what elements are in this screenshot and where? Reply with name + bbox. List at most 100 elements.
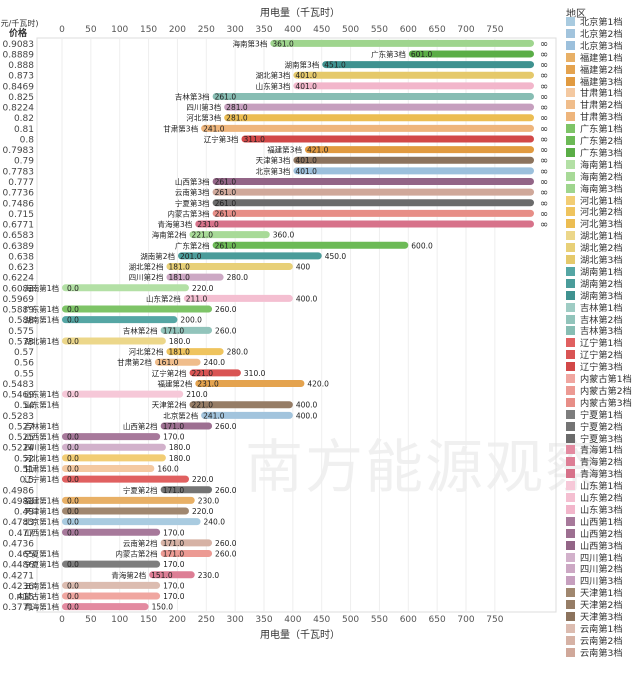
legend-item[interactable]: 四川第3档 xyxy=(566,576,623,587)
y-tick-label: 0.9083 xyxy=(3,40,35,50)
bar-series-label: 山西第1档 xyxy=(24,432,59,442)
bar-start-label: 261.0 xyxy=(215,199,237,208)
legend-item[interactable]: 海南第3档 xyxy=(566,183,623,195)
bar-end-label: 400.0 xyxy=(296,401,318,410)
legend-swatch xyxy=(566,469,575,479)
legend-item[interactable]: 吉林第2档 xyxy=(566,314,623,326)
legend-item[interactable]: 云南第3档 xyxy=(566,647,623,659)
legend-item[interactable]: 青海第1档 xyxy=(566,445,623,456)
infinity-label: ∞ xyxy=(540,103,548,114)
bar xyxy=(62,475,189,483)
legend-item[interactable]: 天津第3档 xyxy=(566,612,623,623)
bar-end-label: 230.0 xyxy=(198,496,220,505)
bar-end-label: 280.0 xyxy=(227,273,249,282)
legend-item[interactable]: 山西第1档 xyxy=(566,516,623,528)
legend-item[interactable]: 海南第1档 xyxy=(566,159,623,171)
legend-item[interactable]: 广东第3档 xyxy=(566,147,623,159)
legend-item[interactable]: 海南第2档 xyxy=(566,171,623,183)
bar-series-label: 宁夏第1档 xyxy=(24,559,59,569)
legend-item[interactable]: 辽宁第1档 xyxy=(566,338,623,349)
bar-series-label: 山西第2档 xyxy=(123,421,158,431)
legend-item[interactable]: 四川第1档 xyxy=(566,552,623,564)
legend-item[interactable]: 甘肃第3档 xyxy=(566,112,623,123)
legend-label: 湖南第1档 xyxy=(580,266,623,278)
legend-item[interactable]: 河北第3档 xyxy=(566,219,623,230)
legend-item[interactable]: 甘肃第2档 xyxy=(566,100,623,111)
legend-swatch xyxy=(566,588,575,598)
bar-end-label: 170.0 xyxy=(163,433,185,442)
plot-area xyxy=(36,37,557,613)
bar-series-label: 河北第3档 xyxy=(186,113,221,123)
legend-item[interactable]: 湖北第1档 xyxy=(566,231,623,242)
legend-item[interactable]: 吉林第3档 xyxy=(566,326,623,337)
legend-item[interactable]: 湖南第1档 xyxy=(566,266,623,278)
legend-item[interactable]: 宁夏第2档 xyxy=(566,421,623,433)
legend-label: 北京第3档 xyxy=(580,40,623,52)
legend-item[interactable]: 湖南第3档 xyxy=(566,290,623,302)
x-tick-label-bottom: 250 xyxy=(198,615,215,625)
legend-item[interactable]: 云南第1档 xyxy=(566,623,623,635)
legend-item[interactable]: 宁夏第1档 xyxy=(566,409,623,421)
legend-item[interactable]: 甘肃第1档 xyxy=(566,88,623,99)
legend-title: 地区 xyxy=(566,9,586,20)
legend-item[interactable]: 内蒙古第2档 xyxy=(566,385,632,397)
bar-start-label: 0.0 xyxy=(67,592,79,601)
legend-label: 四川第3档 xyxy=(580,576,623,588)
legend-item[interactable]: 辽宁第2档 xyxy=(566,350,623,361)
legend-item[interactable]: 河北第1档 xyxy=(566,195,623,207)
legend-item[interactable]: 广东第2档 xyxy=(566,136,623,147)
legend-item[interactable]: 天津第1档 xyxy=(566,588,623,599)
legend-item[interactable]: 云南第2档 xyxy=(566,635,623,647)
x-tick-label-top: 500 xyxy=(342,25,359,35)
legend-label: 青海第1档 xyxy=(580,445,623,457)
legend-item[interactable]: 湖南第2档 xyxy=(566,278,623,290)
legend-item[interactable]: 内蒙古第1档 xyxy=(566,374,632,385)
bar-end-label: 160.0 xyxy=(157,465,179,474)
y-tick-label: 0.56 xyxy=(14,359,34,369)
legend-item[interactable]: 四川第2档 xyxy=(566,564,623,575)
legend-swatch xyxy=(566,445,575,455)
legend-item[interactable]: 青海第2档 xyxy=(566,457,623,468)
legend-swatch xyxy=(566,195,575,205)
legend-item[interactable]: 山西第3档 xyxy=(566,540,623,552)
legend-item[interactable]: 内蒙古第3档 xyxy=(566,397,632,409)
legend-item[interactable]: 福建第1档 xyxy=(566,52,623,64)
bar xyxy=(160,422,213,430)
legend-item[interactable]: 山西第2档 xyxy=(566,528,623,540)
legend-label: 广东第2档 xyxy=(580,136,623,147)
legend-item[interactable]: 青海第3档 xyxy=(566,469,623,480)
y-tick-label: 0.51 xyxy=(14,465,34,475)
bar-start-label: 0.0 xyxy=(67,507,79,516)
bar-end-label: 450.0 xyxy=(325,252,347,261)
legend-item[interactable]: 宁夏第3档 xyxy=(566,433,623,445)
legend-item[interactable]: 湖北第2档 xyxy=(566,243,623,254)
infinity-label: ∞ xyxy=(540,166,548,177)
legend-item[interactable]: 吉林第1档 xyxy=(566,302,623,314)
y-tick-label: 0.715 xyxy=(8,210,34,220)
y-tick-label: 0.52 xyxy=(14,454,34,464)
legend-item[interactable]: 河北第2档 xyxy=(566,207,623,218)
legend-item[interactable]: 福建第3档 xyxy=(566,76,623,88)
legend-item[interactable]: 湖北第3档 xyxy=(566,255,623,266)
y-tick-label: 0.4983 xyxy=(3,497,35,507)
legend-item[interactable]: 山东第1档 xyxy=(566,481,623,492)
bar-series-label: 甘肃第1档 xyxy=(24,464,59,474)
bar xyxy=(212,209,535,217)
legend-item[interactable]: 福建第2档 xyxy=(566,64,623,76)
chart: 0050501001001501502002002502503003003503… xyxy=(0,6,557,641)
legend-item[interactable]: 山东第3档 xyxy=(566,504,623,516)
legend-item[interactable]: 北京第3档 xyxy=(566,40,623,52)
legend-label: 山西第2档 xyxy=(580,528,623,540)
legend-item[interactable]: 北京第1档 xyxy=(566,17,623,28)
legend-label: 山西第1档 xyxy=(580,516,623,528)
x-tick-label-top: 250 xyxy=(198,25,215,35)
legend-item[interactable]: 辽宁第3档 xyxy=(566,362,623,373)
legend-swatch xyxy=(566,433,575,443)
bar-start-label: 0.0 xyxy=(67,433,79,442)
y-tick-label: 0.4271 xyxy=(3,571,35,581)
legend-item[interactable]: 山东第2档 xyxy=(566,493,623,504)
legend-item[interactable]: 广东第1档 xyxy=(566,124,623,135)
legend-item[interactable]: 北京第2档 xyxy=(566,28,623,40)
legend-item[interactable]: 天津第2档 xyxy=(566,600,623,611)
bar xyxy=(178,252,322,260)
